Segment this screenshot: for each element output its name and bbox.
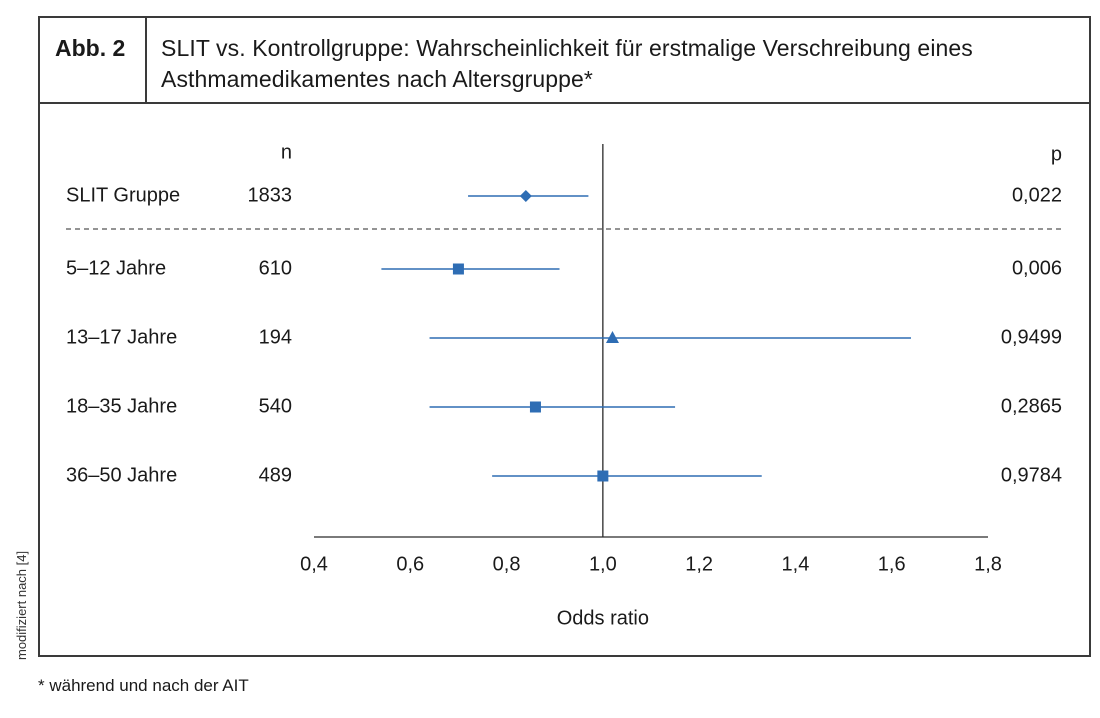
row-n-value: 1833	[248, 184, 293, 206]
row-p-value: 0,022	[1012, 184, 1062, 206]
x-tick-label: 0,6	[396, 553, 424, 575]
row-label: 5–12 Jahre	[66, 257, 166, 279]
point-estimate-diamond	[519, 190, 532, 202]
source-note: modifiziert nach [4]	[14, 550, 29, 660]
x-tick-label: 1,6	[878, 553, 906, 575]
x-tick-label: 0,4	[300, 553, 328, 575]
row-n-value: 489	[259, 464, 292, 486]
x-tick-label: 1,2	[685, 553, 713, 575]
x-axis-label: Odds ratio	[557, 607, 649, 629]
point-estimate-square	[529, 401, 541, 413]
row-n-value: 194	[259, 326, 292, 348]
row-label: SLIT Gruppe	[66, 184, 180, 206]
x-tick-label: 1,8	[974, 553, 1002, 575]
footnote: * während und nach der AIT	[38, 676, 249, 695]
row-n-value: 610	[259, 257, 292, 279]
row-p-value: 0,9499	[1001, 326, 1062, 348]
row-p-value: 0,9784	[1001, 464, 1062, 486]
row-label: 18–35 Jahre	[66, 395, 177, 417]
row-label: 13–17 Jahre	[66, 326, 177, 348]
figure-title: SLIT vs. Kontrollgruppe: Wahrscheinlichk…	[161, 35, 973, 92]
column-header-n: n	[281, 141, 292, 163]
figure-label: Abb. 2	[40, 18, 147, 102]
row-p-value: 0,006	[1012, 257, 1062, 279]
row-n-value: 540	[259, 395, 292, 417]
point-estimate-triangle	[605, 331, 619, 343]
column-header-p: p	[1051, 143, 1062, 165]
x-tick-label: 1,4	[782, 553, 810, 575]
x-tick-label: 0,8	[493, 553, 521, 575]
point-estimate-square	[597, 470, 609, 482]
figure-header: Abb. 2 SLIT vs. Kontrollgruppe: Wahrsche…	[40, 18, 1089, 104]
point-estimate-square	[452, 263, 464, 275]
row-p-value: 0,2865	[1001, 395, 1062, 417]
x-tick-label: 1,0	[589, 553, 617, 575]
figure-frame: Abb. 2 SLIT vs. Kontrollgruppe: Wahrsche…	[38, 16, 1091, 657]
row-label: 36–50 Jahre	[66, 464, 177, 486]
